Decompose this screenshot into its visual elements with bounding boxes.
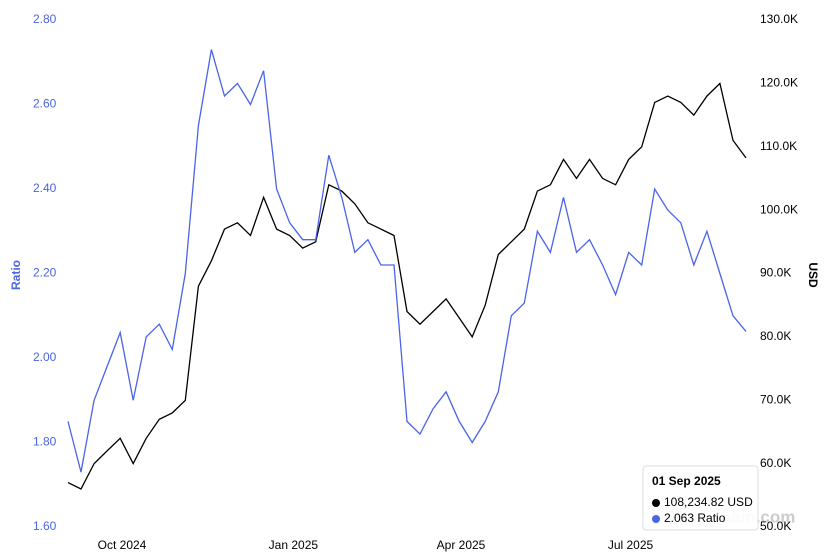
tooltip-title: 01 Sep 2025	[652, 474, 721, 488]
y-tick-label: 2.60	[33, 97, 57, 111]
series-line	[67, 82, 747, 490]
y2-tick-label: 120.0K	[760, 76, 798, 90]
x-tick-label: Jan 2025	[269, 538, 319, 552]
y2-tick-label: 70.0K	[760, 392, 791, 406]
series-line	[67, 49, 747, 473]
y-tick-label: 2.80	[33, 12, 57, 26]
y2-tick-label: 60.0K	[760, 456, 791, 470]
tooltip-marker	[652, 499, 660, 507]
x-tick-label: Apr 2025	[437, 538, 486, 552]
y2-tick-label: 80.0K	[760, 329, 791, 343]
y-axis-title: Ratio	[9, 260, 23, 290]
y-tick-label: 1.80	[33, 435, 57, 449]
tooltip-marker	[652, 515, 660, 523]
y2-tick-label: 90.0K	[760, 266, 791, 280]
y-tick-label: 2.20	[33, 266, 57, 280]
y2-tick-label: 50.0K	[760, 519, 791, 533]
tooltip-label: 2.063 Ratio	[664, 511, 726, 525]
y2-tick-label: 100.0K	[760, 202, 798, 216]
x-tick-label: Jul 2025	[608, 538, 654, 552]
y-tick-label: 2.00	[33, 350, 57, 364]
y2-tick-label: 110.0K	[760, 139, 797, 153]
y-tick-label: 1.60	[33, 519, 57, 533]
y-tick-label: 2.40	[33, 181, 57, 195]
tooltip-label: 108,234.82 USD	[664, 495, 753, 509]
y2-axis-title: USD	[806, 262, 820, 288]
y2-tick-label: 130.0K	[760, 12, 798, 26]
tooltip-box	[642, 465, 759, 531]
x-tick-label: Oct 2024	[98, 538, 147, 552]
